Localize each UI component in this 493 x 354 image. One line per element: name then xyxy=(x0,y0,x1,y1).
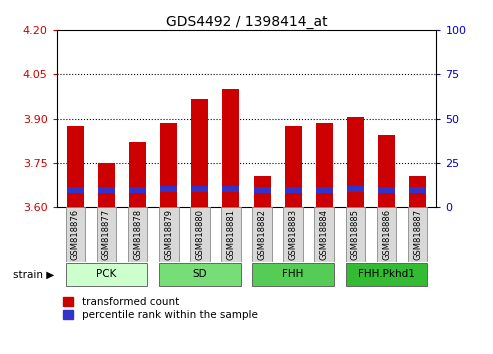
Bar xyxy=(316,187,333,193)
Bar xyxy=(252,263,334,286)
Bar xyxy=(67,126,84,207)
Bar xyxy=(191,187,209,192)
Title: GDS4492 / 1398414_at: GDS4492 / 1398414_at xyxy=(166,15,327,29)
Text: GSM818885: GSM818885 xyxy=(351,209,360,260)
Bar xyxy=(253,176,271,207)
Bar xyxy=(98,187,115,193)
Bar xyxy=(409,176,426,207)
Text: strain ▶: strain ▶ xyxy=(13,270,54,280)
Bar xyxy=(67,187,84,193)
Text: GSM818877: GSM818877 xyxy=(102,209,111,260)
Text: FHH.Pkhd1: FHH.Pkhd1 xyxy=(358,269,415,279)
Bar xyxy=(409,187,426,193)
Bar xyxy=(160,187,177,192)
Bar xyxy=(98,163,115,207)
Text: FHH: FHH xyxy=(282,269,304,279)
Bar xyxy=(316,123,333,207)
Bar xyxy=(66,263,147,286)
Bar xyxy=(284,126,302,207)
Bar xyxy=(222,187,240,192)
Bar xyxy=(159,207,178,262)
Bar xyxy=(191,99,209,207)
Bar xyxy=(378,187,395,193)
Bar xyxy=(347,187,364,192)
Bar xyxy=(346,263,427,286)
Bar xyxy=(160,123,177,207)
Legend: transformed count, percentile rank within the sample: transformed count, percentile rank withi… xyxy=(62,296,259,321)
Text: GSM818882: GSM818882 xyxy=(257,209,267,260)
Bar xyxy=(346,207,365,262)
Text: GSM818878: GSM818878 xyxy=(133,209,142,260)
Bar xyxy=(408,207,427,262)
Bar xyxy=(221,207,241,262)
Bar xyxy=(315,207,334,262)
Bar xyxy=(222,89,240,207)
Bar xyxy=(129,142,146,207)
Bar xyxy=(347,117,364,207)
Bar xyxy=(252,207,272,262)
Bar xyxy=(159,263,241,286)
Bar xyxy=(253,187,271,193)
Text: GSM818881: GSM818881 xyxy=(226,209,236,260)
Bar xyxy=(377,207,396,262)
Text: SD: SD xyxy=(192,269,207,279)
Bar xyxy=(378,135,395,207)
Bar xyxy=(66,207,85,262)
Text: GSM818884: GSM818884 xyxy=(320,209,329,260)
Text: GSM818880: GSM818880 xyxy=(195,209,204,260)
Bar xyxy=(129,187,146,193)
Text: GSM818886: GSM818886 xyxy=(382,209,391,260)
Bar xyxy=(97,207,116,262)
Bar xyxy=(128,207,147,262)
Bar xyxy=(284,187,302,193)
Text: GSM818887: GSM818887 xyxy=(413,209,422,260)
Text: GSM818883: GSM818883 xyxy=(289,209,298,260)
Bar xyxy=(190,207,210,262)
Text: PCK: PCK xyxy=(96,269,117,279)
Text: GSM818879: GSM818879 xyxy=(164,209,173,260)
Bar xyxy=(283,207,303,262)
Text: GSM818876: GSM818876 xyxy=(71,209,80,260)
